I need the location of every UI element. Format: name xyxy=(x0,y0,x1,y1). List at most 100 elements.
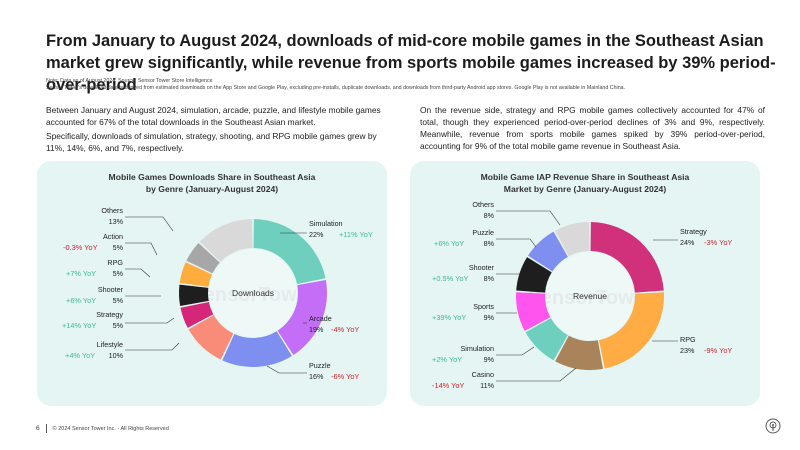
downloads-label-action-value: 5% xyxy=(113,243,124,252)
downloads-label-action-name: Action xyxy=(103,232,123,241)
revenue-chart-title-line1: Mobile Game IAP Revenue Share in Southea… xyxy=(480,172,690,182)
downloads-slice-arcade xyxy=(277,280,327,355)
revenue-label-sports-value: 9% xyxy=(484,313,495,322)
revenue-chart-title: Mobile Game IAP Revenue Share in Southea… xyxy=(410,171,760,195)
downloads-center-label: Downloads xyxy=(232,288,274,298)
note-line-1: Note: Data as of August 2024. Source: Se… xyxy=(46,78,213,84)
downloads-label-puzzle-yoy: -6% YoY xyxy=(331,372,359,381)
revenue-label-shooter-value: 8% xyxy=(484,274,495,283)
downloads-label-rpg-name: RPG xyxy=(107,258,123,267)
revenue-label-shooter-yoy: +0.5% YoY xyxy=(432,274,468,283)
downloads-label-others-value: 13% xyxy=(109,217,124,226)
revenue-watermark: SensorTower xyxy=(527,287,652,309)
revenue-label-casino-leader xyxy=(496,367,577,382)
downloads-slice-strategy xyxy=(180,301,214,328)
revenue-summary-p1: On the revenue side, strategy and RPG mo… xyxy=(420,105,765,151)
revenue-label-simulation-name: Simulation xyxy=(460,344,494,353)
downloads-chart-title-line1: Mobile Games Downloads Share in Southeas… xyxy=(108,172,316,182)
revenue-slice-casino xyxy=(555,335,603,370)
downloads-summary: Between January and August 2024, simulat… xyxy=(46,104,391,156)
downloads-label-action-yoy: -0.3% YoY xyxy=(63,243,98,252)
downloads-label-puzzle-value: 16% xyxy=(309,372,324,381)
note-line-2: Sensor Tower's download data is derived … xyxy=(46,85,626,91)
page-title: From January to August 2024, downloads o… xyxy=(46,32,776,94)
revenue-label-strategy-value: 24% xyxy=(680,238,695,247)
downloads-chart-title-line2: by Genre (January-August 2024) xyxy=(145,184,279,194)
footer: 6 © 2024 Sensor Tower Inc. - All Rights … xyxy=(36,424,169,433)
downloads-label-simulation-name: Simulation xyxy=(309,219,343,228)
downloads-label-lifestyle-yoy: +4% YoY xyxy=(65,351,95,360)
revenue-label-strategy-name: Strategy xyxy=(680,227,707,236)
revenue-label-others-value: 8% xyxy=(484,211,495,220)
downloads-label-arcade-name: Arcade xyxy=(309,314,332,323)
revenue-slice-puzzle xyxy=(528,231,568,272)
revenue-label-shooter-name: Shooter xyxy=(469,263,495,272)
copyright: © 2024 Sensor Tower Inc. - All Rights Re… xyxy=(52,425,169,432)
revenue-label-sports-yoy: +39% YoY xyxy=(432,313,466,322)
downloads-summary-p1: Between January and August 2024, simulat… xyxy=(46,105,381,127)
revenue-center-label: Revenue xyxy=(573,291,607,301)
downloads-label-shooter-value: 5% xyxy=(113,296,124,305)
downloads-slice-others xyxy=(199,219,253,262)
revenue-label-rpg-name: RPG xyxy=(680,335,696,344)
downloads-label-strategy-name: Strategy xyxy=(96,310,123,319)
revenue-label-puzzle-yoy: +6% YoY xyxy=(434,239,464,248)
revenue-donut-hole xyxy=(546,252,634,340)
downloads-label-others-name: Others xyxy=(101,206,123,215)
revenue-label-puzzle-value: 8% xyxy=(484,239,495,248)
revenue-label-puzzle-leader xyxy=(496,238,537,248)
downloads-label-shooter-name: Shooter xyxy=(98,285,124,294)
downloads-label-shooter-yoy: +6% YoY xyxy=(66,296,96,305)
revenue-label-strategy-yoy: -3% YoY xyxy=(704,238,732,247)
downloads-label-rpg-value: 5% xyxy=(113,269,124,278)
downloads-slice-action xyxy=(186,242,220,274)
downloads-summary-p2: Specifically, downloads of simulation, s… xyxy=(46,131,377,153)
revenue-slice-others xyxy=(555,222,590,257)
downloads-watermark: SensorTower xyxy=(190,284,315,306)
footer-divider xyxy=(45,424,47,433)
downloads-label-arcade-yoy: -4% YoY xyxy=(331,325,359,334)
revenue-summary: On the revenue side, strategy and RPG mo… xyxy=(420,104,765,154)
downloads-label-lifestyle-leader xyxy=(125,342,180,351)
downloads-label-strategy-value: 5% xyxy=(113,321,124,330)
downloads-label-puzzle-name: Puzzle xyxy=(309,361,331,370)
downloads-slice-shooter xyxy=(179,284,209,306)
downloads-label-arcade-value: 19% xyxy=(309,325,324,334)
revenue-slice-shooter xyxy=(516,257,552,293)
sensor-tower-logo-icon xyxy=(765,418,781,434)
revenue-label-simulation-yoy: +2% YoY xyxy=(432,355,462,364)
revenue-label-sports-name: Sports xyxy=(473,302,494,311)
downloads-label-strategy-yoy: +14% YoY xyxy=(62,321,96,330)
revenue-label-others-leader xyxy=(496,210,561,226)
revenue-slice-simulation xyxy=(525,318,568,361)
downloads-label-rpg-yoy: +7% YoY xyxy=(66,269,96,278)
revenue-label-rpg-value: 23% xyxy=(680,346,695,355)
downloads-slice-lifestyle xyxy=(188,315,234,360)
revenue-label-simulation-leader xyxy=(496,346,535,356)
page-number: 6 xyxy=(36,425,40,432)
downloads-label-others-leader xyxy=(125,216,174,232)
revenue-chart-panel: Mobile Game IAP Revenue Share in Southea… xyxy=(410,161,760,406)
downloads-chart-title: Mobile Games Downloads Share in Southeas… xyxy=(37,171,387,195)
downloads-label-rpg-leader xyxy=(125,268,151,278)
revenue-label-casino-value: 11% xyxy=(480,381,494,390)
downloads-donut-hole xyxy=(209,249,297,337)
downloads-label-simulation-yoy: +11% YoY xyxy=(339,230,373,239)
downloads-slice-rpg xyxy=(179,262,213,287)
downloads-label-lifestyle-value: 10% xyxy=(109,351,124,360)
downloads-slice-simulation xyxy=(253,219,326,285)
revenue-label-casino-yoy: -14% YoY xyxy=(432,381,465,390)
revenue-label-rpg-yoy: -9% YoY xyxy=(704,346,732,355)
downloads-chart-panel: Mobile Games Downloads Share in Southeas… xyxy=(37,161,387,406)
revenue-label-simulation-value: 9% xyxy=(484,355,495,364)
downloads-slice-puzzle xyxy=(222,331,292,367)
source-note: Note: Data as of August 2024. Source: Se… xyxy=(46,78,776,92)
downloads-label-strategy-leader xyxy=(125,317,175,324)
revenue-slice-sports xyxy=(516,292,551,331)
downloads-label-simulation-value: 22% xyxy=(309,230,324,239)
revenue-label-others-name: Others xyxy=(472,200,494,209)
downloads-label-action-leader xyxy=(125,242,158,256)
revenue-label-puzzle-name: Puzzle xyxy=(472,228,494,237)
